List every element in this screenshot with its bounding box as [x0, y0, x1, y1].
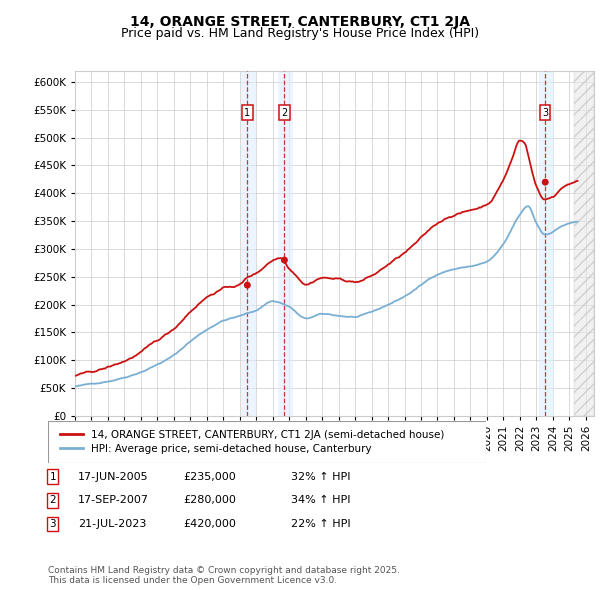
Text: 3: 3	[49, 519, 56, 529]
Text: 17-JUN-2005: 17-JUN-2005	[78, 472, 149, 481]
Text: 2: 2	[49, 496, 56, 505]
Text: £280,000: £280,000	[183, 496, 236, 505]
Text: Contains HM Land Registry data © Crown copyright and database right 2025.
This d: Contains HM Land Registry data © Crown c…	[48, 566, 400, 585]
Legend: 14, ORANGE STREET, CANTERBURY, CT1 2JA (semi-detached house), HPI: Average price: 14, ORANGE STREET, CANTERBURY, CT1 2JA (…	[56, 426, 448, 458]
Text: 34% ↑ HPI: 34% ↑ HPI	[291, 496, 350, 505]
Text: 32% ↑ HPI: 32% ↑ HPI	[291, 472, 350, 481]
Text: 1: 1	[244, 107, 250, 117]
Text: Price paid vs. HM Land Registry's House Price Index (HPI): Price paid vs. HM Land Registry's House …	[121, 27, 479, 40]
Text: £420,000: £420,000	[183, 519, 236, 529]
Text: £235,000: £235,000	[183, 472, 236, 481]
Bar	[241, 71, 256, 416]
Point	[242, 280, 252, 290]
Text: 17-SEP-2007: 17-SEP-2007	[78, 496, 149, 505]
Bar	[539, 71, 554, 416]
Point	[280, 255, 289, 265]
Bar	[278, 71, 293, 416]
Text: 14, ORANGE STREET, CANTERBURY, CT1 2JA: 14, ORANGE STREET, CANTERBURY, CT1 2JA	[130, 15, 470, 29]
Text: 2: 2	[281, 107, 287, 117]
Text: 1: 1	[49, 472, 56, 481]
Text: 22% ↑ HPI: 22% ↑ HPI	[291, 519, 350, 529]
Text: 21-JUL-2023: 21-JUL-2023	[78, 519, 146, 529]
Text: 3: 3	[542, 107, 548, 117]
Point	[541, 178, 550, 187]
Bar	[574, 71, 594, 416]
